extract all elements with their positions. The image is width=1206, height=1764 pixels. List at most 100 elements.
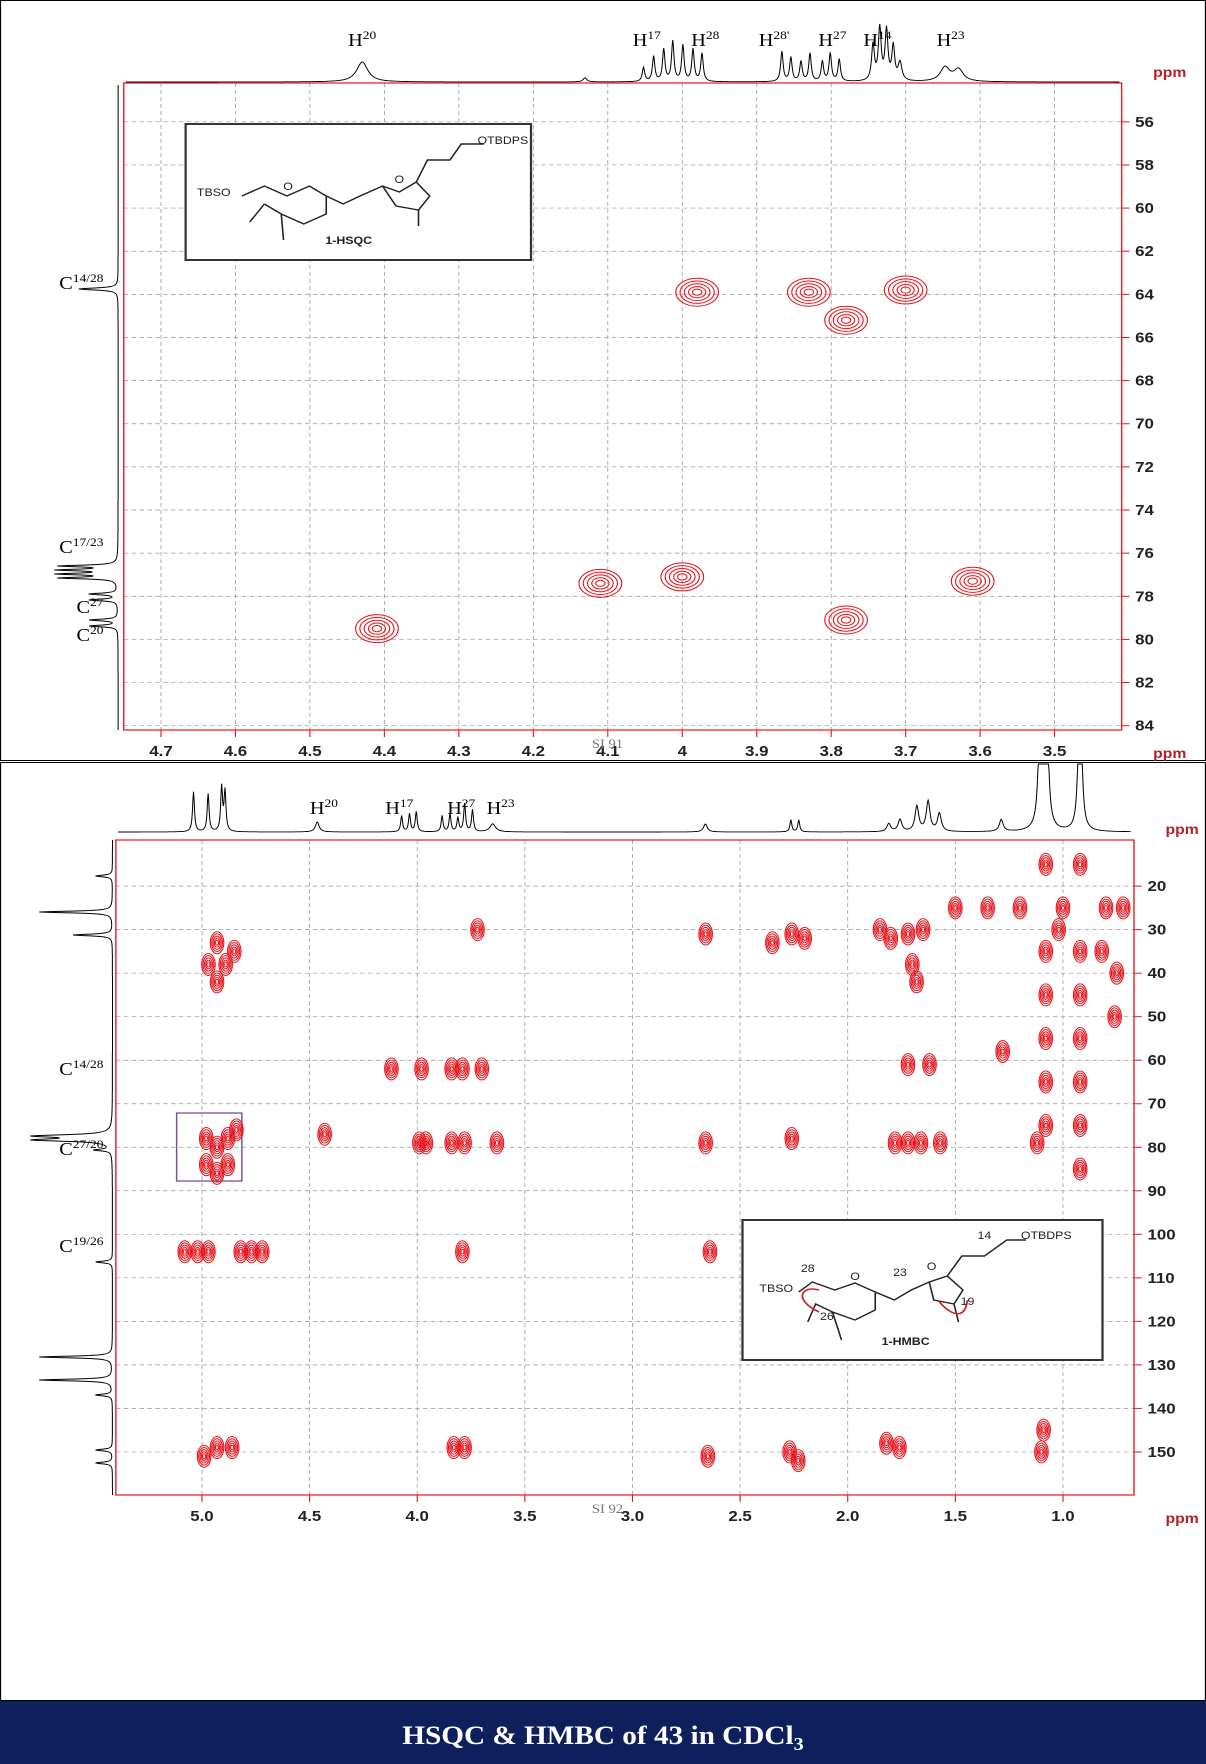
y-tick-label: 60 [1148,1053,1167,1069]
cross-peak [457,1131,472,1155]
label-sup: 28 [706,29,719,42]
cross-peak [1038,1070,1054,1094]
y-tick-label: 120 [1148,1314,1176,1330]
label-base: H [348,31,363,51]
cross-peak [948,896,963,920]
cross-peak [675,277,720,307]
x-tick-label: 3.5 [1043,744,1067,760]
x-tick-label: 4.5 [298,1509,322,1525]
cross-peak [1098,896,1114,920]
y-tick-label: 66 [1135,330,1154,346]
y-tick-label: 84 [1135,718,1154,734]
projection-trace [54,85,119,730]
label-sup: 14/28 [73,272,104,285]
cross-peak [578,568,623,598]
x-tick-label: 2.0 [836,1509,860,1525]
inset-text: OTBDPS [1021,1230,1072,1242]
cross-peak [1036,1418,1051,1442]
x-tick-label: 4.5 [298,744,322,760]
cross-peak [702,1240,718,1264]
y-tick-label: 40 [1148,966,1167,982]
cross-peak [1072,1027,1088,1050]
cross-peak [660,562,705,592]
cross-peak [190,1240,205,1264]
cross-peak [201,1240,216,1264]
label-sup: 27/20 [73,1138,104,1151]
cross-peak [418,1131,434,1155]
cross-peak [1038,1027,1054,1050]
y-tick-label: 70 [1148,1097,1167,1113]
inset-text: O [927,1261,937,1273]
cross-peak [904,953,920,976]
cross-peak [444,1057,459,1081]
cross-peak [1034,1440,1049,1464]
cross-peak [229,1118,244,1142]
label-sup: 19/26 [73,1235,104,1248]
label-sup: 20 [363,29,376,42]
x-tick-label: 3.8 [819,744,843,760]
inset-text: 28 [801,1263,815,1275]
x-tick-label: 1.5 [944,1509,968,1525]
cross-peak [900,1053,916,1076]
label-base: C [59,538,73,558]
cross-peak [1107,1005,1122,1029]
label-sup: 17 [400,797,414,810]
inset-text: O [395,174,405,186]
label-sup: 27 [90,596,104,609]
y-tick-label: 140 [1148,1401,1176,1417]
cross-peak [1072,983,1088,1007]
cross-peak [922,1053,937,1076]
y-tick-label: 100 [1148,1227,1176,1243]
label-sup: 27 [833,29,847,42]
carbon-label: C14/28 [59,1058,103,1080]
inset-text: 1-HMBC [882,1336,931,1348]
cross-peak [784,922,800,946]
panel-border [0,0,1206,761]
cross-peak [892,1436,907,1459]
cross-peak [209,1436,225,1459]
x-tick-label: 4.3 [447,744,471,760]
cross-peak [1038,939,1054,963]
y-tick-label: 72 [1135,460,1154,476]
hmbc-arrow [801,1288,969,1315]
label-base: H [691,31,706,51]
cross-peak [698,1131,713,1155]
x-tick-label: 2.5 [728,1509,752,1525]
inset-text: 26 [820,1311,834,1323]
cross-peak [980,896,995,920]
y-tick-label: 76 [1135,546,1154,562]
cross-peak [1072,1070,1088,1094]
label-sup: 23 [951,29,964,42]
y-tick-label: 56 [1135,115,1154,131]
cross-peak [457,1436,472,1459]
cross-peak [470,918,485,942]
cross-peak [444,1131,459,1155]
label-sup: 20 [90,624,103,637]
x-tick-label: 3.9 [745,744,769,760]
cross-peak [201,953,216,976]
caption-sub: 3 [794,1735,804,1755]
cross-peak [1115,896,1131,920]
x-axis-label: ppm [1153,747,1186,762]
cross-peak [196,1444,212,1468]
cross-peak [355,614,399,644]
cross-peak [455,1240,470,1264]
cross-peak [1055,896,1071,920]
cross-peak [915,918,931,942]
proton-label: H28 [691,29,719,51]
label-sup: 20 [325,797,338,810]
proton-label: H28' [759,29,790,51]
carbon-label: C27 [76,596,104,618]
cross-peak [244,1240,259,1264]
label-base: H [818,31,833,51]
cross-peak [879,1431,894,1455]
label-base: C [76,598,90,618]
y-tick-label: 62 [1135,244,1154,260]
label-sup: 17/23 [73,536,104,549]
cross-peak [474,1057,490,1081]
cross-peak [698,922,713,946]
y-tick-label: 30 [1148,922,1167,938]
cross-peak [226,939,242,963]
proton-label: H27 [818,29,847,51]
label-base: H [385,799,400,819]
